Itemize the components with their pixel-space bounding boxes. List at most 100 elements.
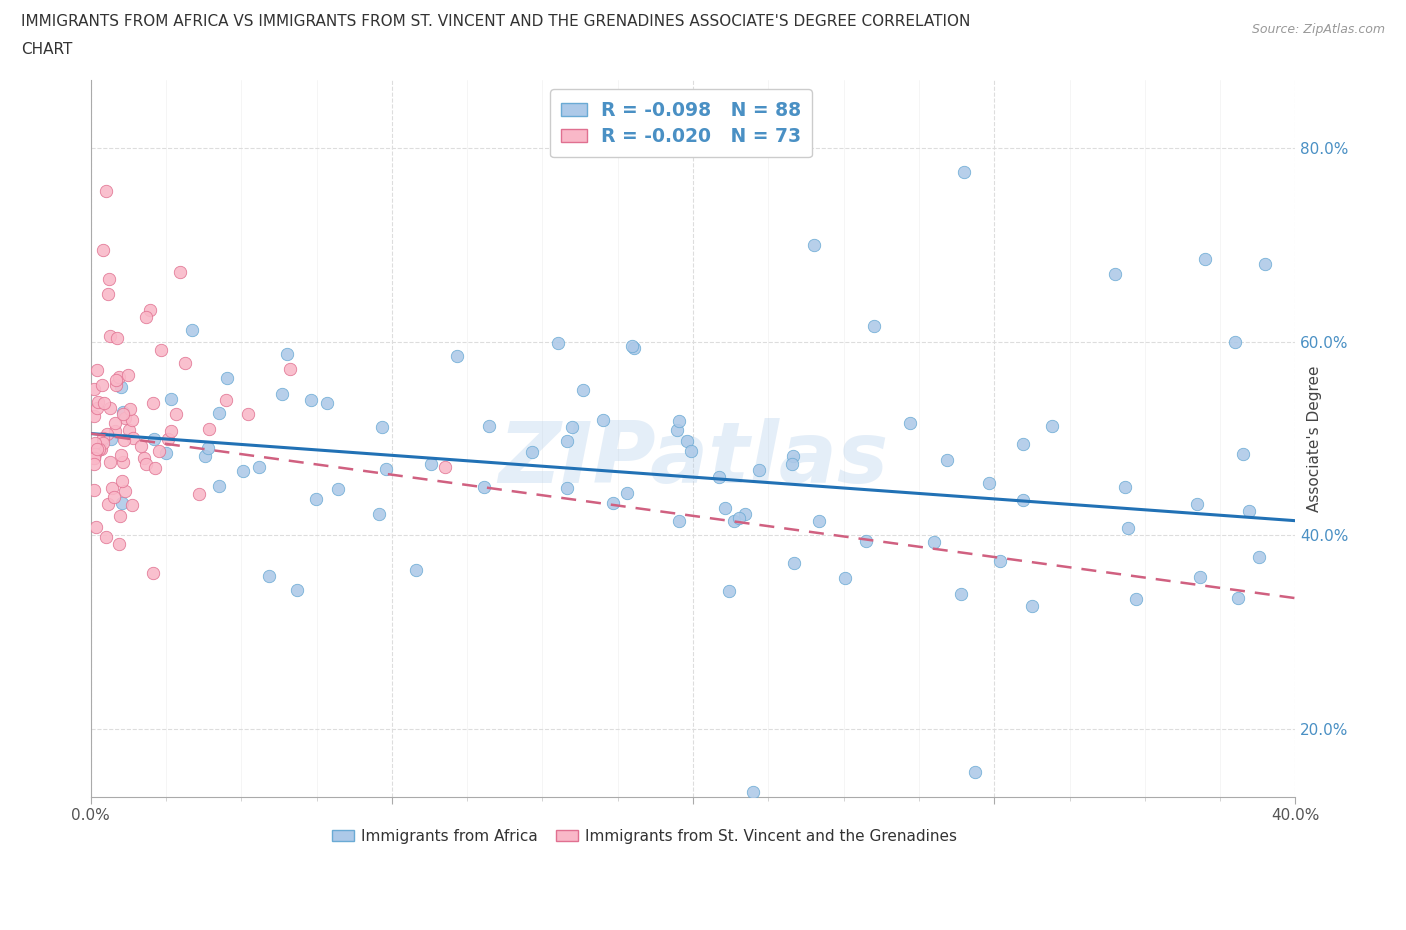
Point — [953, 165, 976, 179]
Point — [1194, 252, 1216, 267]
Point — [247, 460, 270, 475]
Point — [1040, 418, 1063, 433]
Point — [121, 413, 143, 428]
Point — [90, 442, 112, 457]
Point — [83, 457, 105, 472]
Point — [1247, 549, 1270, 564]
Point — [94, 184, 117, 199]
Point — [977, 476, 1000, 491]
Point — [98, 455, 121, 470]
Point — [555, 433, 578, 448]
Point — [723, 514, 745, 529]
Point — [257, 568, 280, 583]
Point — [91, 436, 114, 451]
Point — [665, 422, 688, 437]
Text: IMMIGRANTS FROM AFRICA VS IMMIGRANTS FROM ST. VINCENT AND THE GRENADINES ASSOCIA: IMMIGRANTS FROM AFRICA VS IMMIGRANTS FRO… — [21, 14, 970, 29]
Point — [86, 441, 108, 456]
Point — [1226, 591, 1249, 605]
Point — [112, 406, 135, 421]
Point — [159, 423, 181, 438]
Point — [232, 463, 254, 478]
Point — [1225, 334, 1247, 349]
Point — [782, 457, 804, 472]
Point — [1118, 521, 1140, 536]
Point — [305, 491, 328, 506]
Point — [374, 461, 396, 476]
Point — [155, 445, 177, 460]
Point — [157, 432, 180, 446]
Point — [935, 453, 957, 468]
Point — [93, 431, 115, 445]
Point — [114, 411, 136, 426]
Point — [86, 363, 108, 378]
Point — [863, 319, 886, 334]
Point — [87, 395, 110, 410]
Point — [84, 446, 107, 461]
Point — [159, 392, 181, 407]
Point — [561, 419, 583, 434]
Point — [169, 264, 191, 279]
Point — [93, 395, 115, 410]
Point — [315, 395, 337, 410]
Point — [547, 336, 569, 351]
Point — [270, 387, 292, 402]
Point — [405, 563, 427, 578]
Point — [446, 349, 468, 364]
Point — [165, 407, 187, 422]
Point — [207, 478, 229, 493]
Point — [215, 392, 238, 407]
Point — [1104, 266, 1126, 281]
Point — [96, 529, 118, 544]
Point — [148, 444, 170, 458]
Point — [135, 309, 157, 324]
Point — [299, 392, 322, 407]
Point — [1114, 479, 1136, 494]
Point — [197, 440, 219, 455]
Point — [368, 507, 391, 522]
Point — [748, 463, 770, 478]
Point — [602, 495, 624, 510]
Point — [107, 537, 129, 551]
Point — [1254, 257, 1277, 272]
Point — [142, 432, 165, 446]
Point — [922, 534, 945, 549]
Point — [143, 461, 166, 476]
Point — [135, 457, 157, 472]
Point — [84, 520, 107, 535]
Legend: Immigrants from Africa, Immigrants from St. Vincent and the Grenadines: Immigrants from Africa, Immigrants from … — [326, 823, 963, 850]
Point — [478, 418, 501, 433]
Y-axis label: Associate's Degree: Associate's Degree — [1306, 365, 1322, 512]
Point — [91, 378, 114, 392]
Point — [111, 473, 134, 488]
Point — [803, 237, 825, 252]
Point — [111, 496, 134, 511]
Point — [104, 424, 127, 439]
Point — [97, 272, 120, 286]
Point — [83, 382, 105, 397]
Point — [718, 584, 741, 599]
Point — [217, 371, 239, 386]
Point — [132, 451, 155, 466]
Point — [110, 447, 132, 462]
Point — [965, 765, 987, 780]
Point — [194, 448, 217, 463]
Point — [114, 484, 136, 498]
Point — [98, 401, 121, 416]
Point — [118, 422, 141, 437]
Point — [278, 362, 301, 377]
Point — [668, 513, 690, 528]
Point — [108, 370, 131, 385]
Point — [91, 242, 114, 257]
Point — [1188, 569, 1211, 584]
Point — [121, 498, 143, 512]
Point — [142, 395, 165, 410]
Point — [1125, 592, 1147, 607]
Point — [208, 405, 231, 420]
Point — [572, 382, 595, 397]
Point — [1012, 493, 1035, 508]
Point — [728, 511, 751, 525]
Point — [180, 323, 202, 338]
Point — [83, 482, 105, 497]
Point — [742, 784, 765, 799]
Point — [707, 470, 730, 485]
